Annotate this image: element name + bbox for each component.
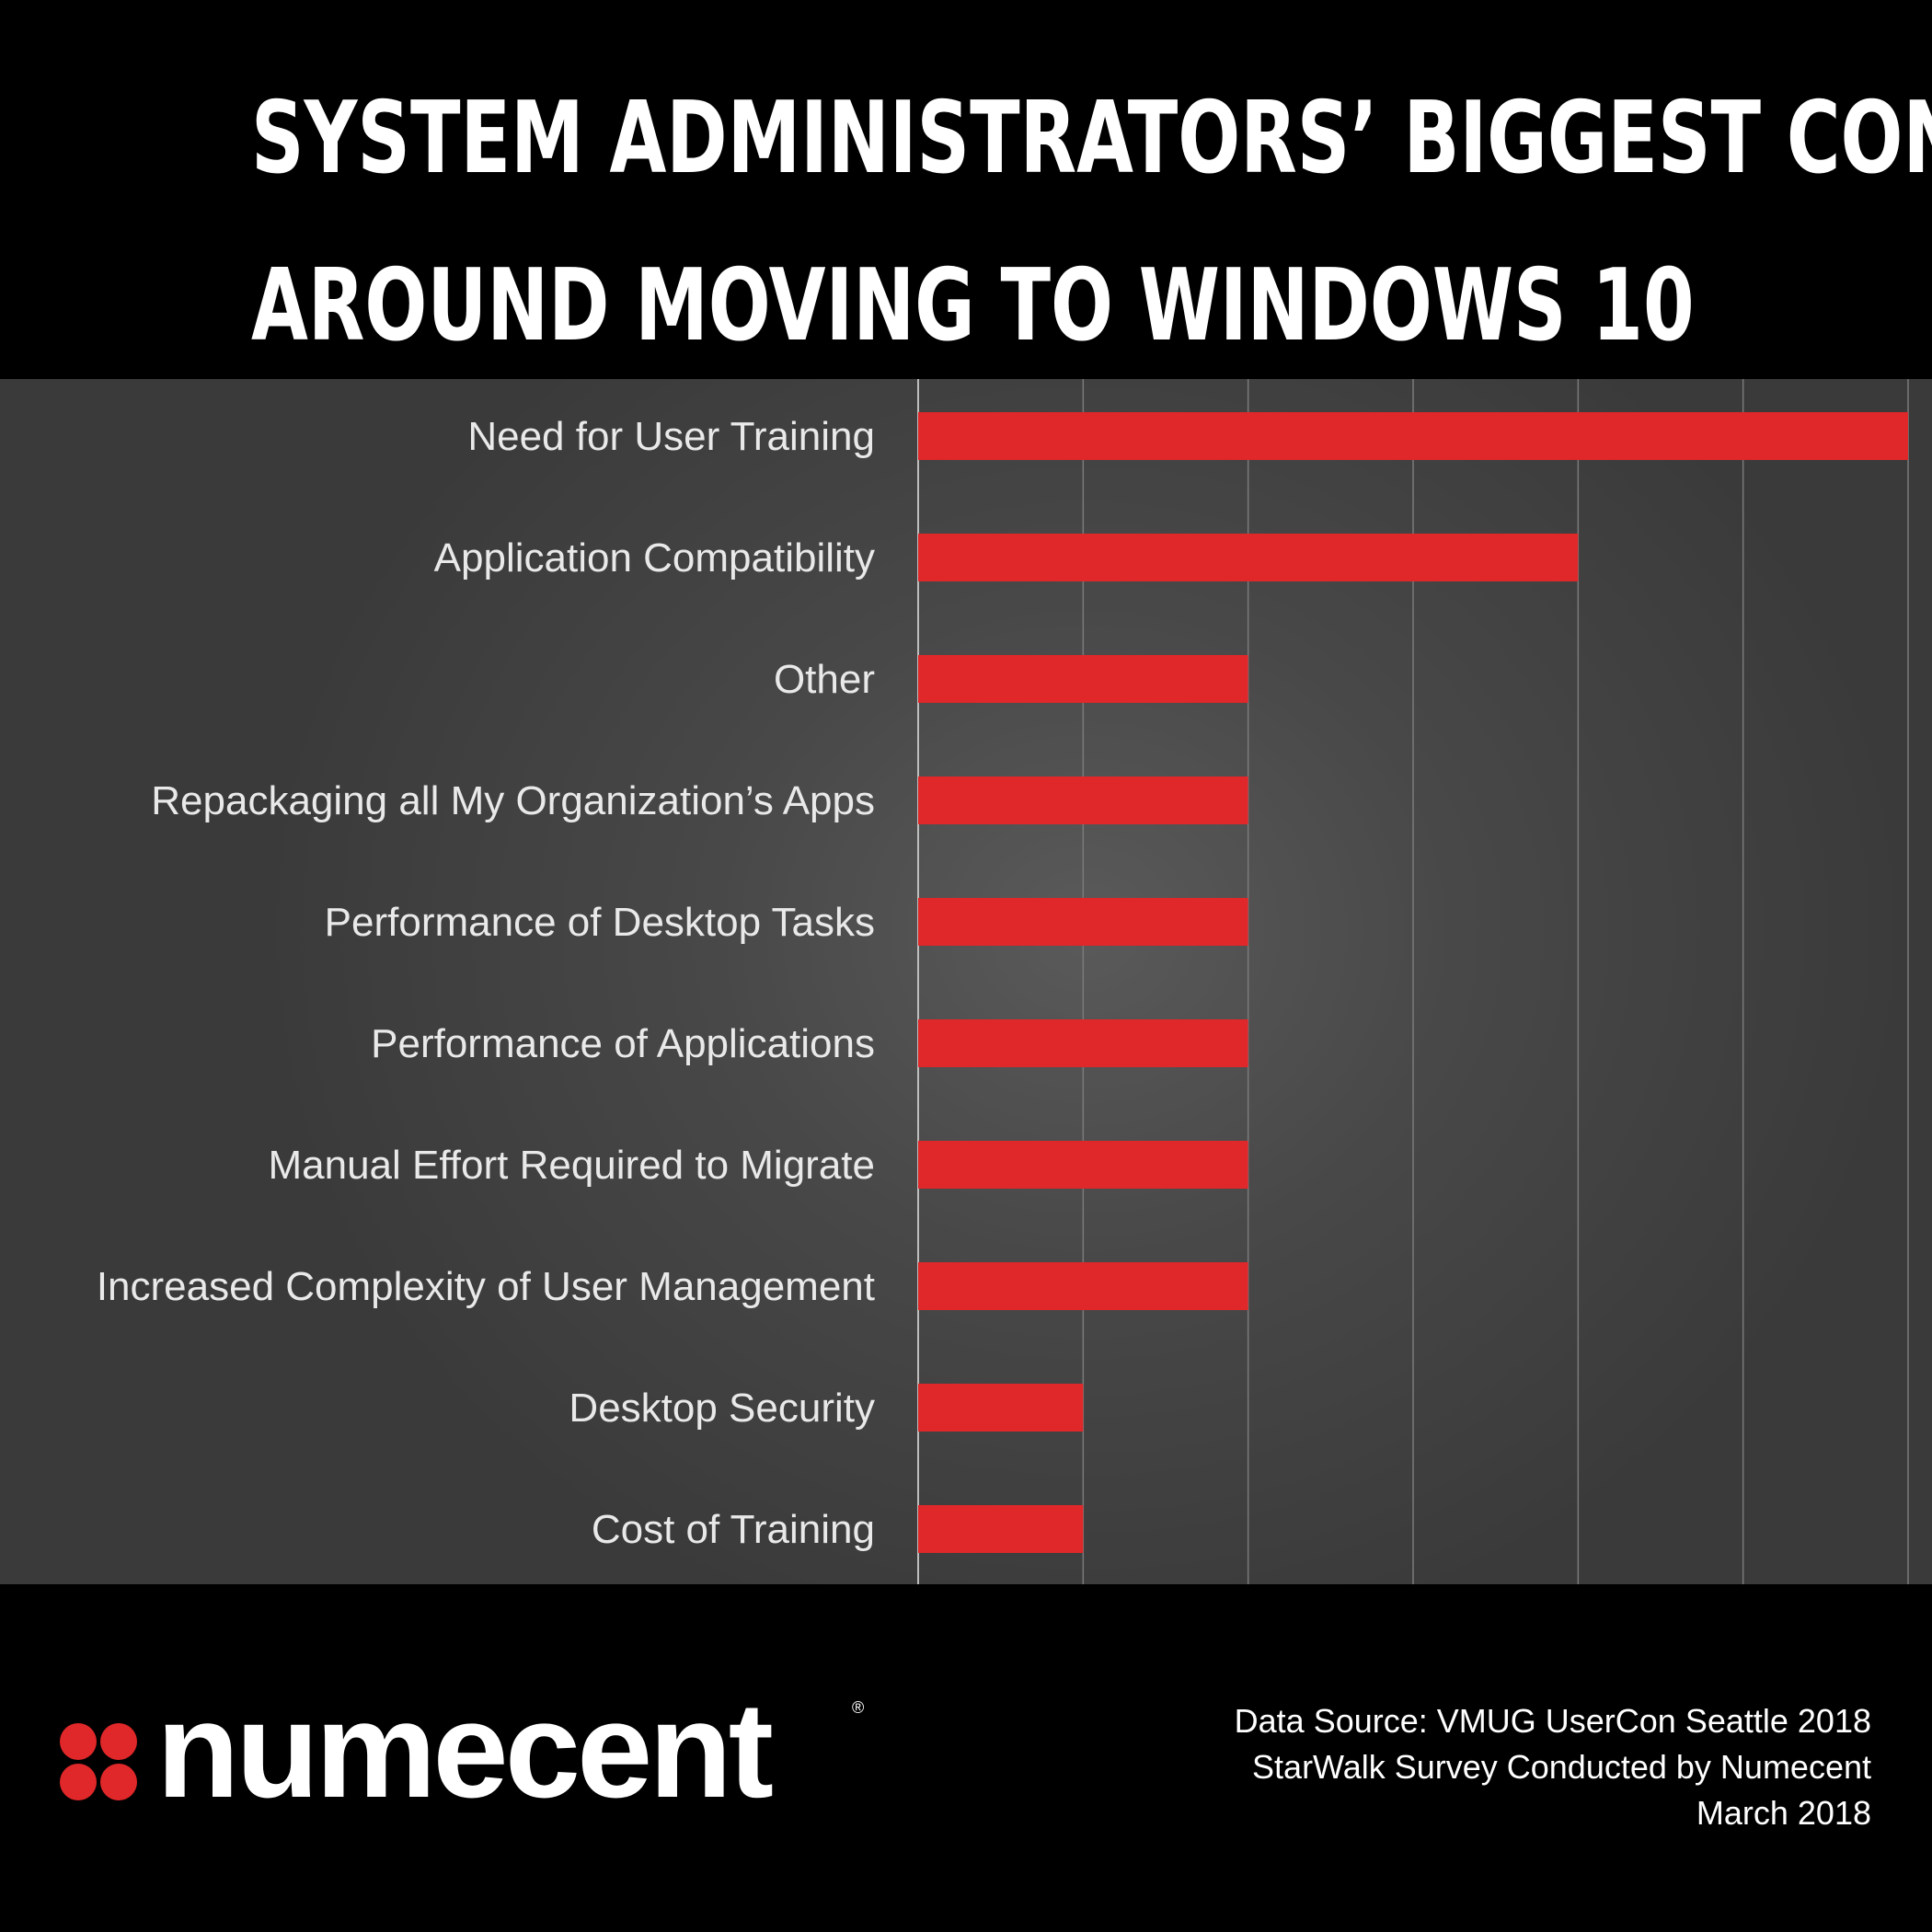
registered-mark: ® [852, 1698, 865, 1717]
bar [918, 1019, 1248, 1067]
bar [918, 1384, 1084, 1432]
category-label: Increased Complexity of User Management [97, 1264, 875, 1309]
numecent-logo: numecent [57, 1674, 885, 1826]
four-petal-logo-icon [60, 1723, 137, 1800]
category-label: Desktop Security [569, 1386, 875, 1431]
source-line-2: StarWalk Survey Conducted by Numecent [1252, 1748, 1871, 1786]
bar [918, 1141, 1248, 1189]
bar [918, 655, 1248, 703]
chart-title: SYSTEM ADMINISTRATORS’ BIGGEST CONCERNS … [251, 55, 1932, 390]
plot-area: Need for User Training Application Compat… [0, 379, 1932, 1584]
bar [918, 534, 1579, 581]
source-line-1: Data Source: VMUG UserCon Seattle 2018 [1234, 1702, 1871, 1740]
category-label: Cost of Training [592, 1507, 875, 1552]
category-label: Performance of Desktop Tasks [325, 900, 875, 945]
bar-chart: Need for User Training Application Compat… [97, 379, 1909, 1584]
title-line-2: AROUND MOVING TO WINDOWS 10 [251, 248, 1695, 363]
data-source-note: Data Source: VMUG UserCon Seattle 2018 S… [1043, 1698, 1871, 1836]
logo-wordmark: numecent [156, 1674, 774, 1826]
title-line-1: SYSTEM ADMINISTRATORS’ BIGGEST CONCERNS [251, 81, 1932, 196]
category-label: Application Compatibility [434, 535, 875, 581]
category-label: Need for User Training [467, 414, 875, 459]
category-label: Performance of Applications [371, 1021, 875, 1066]
category-label: Manual Effort Required to Migrate [268, 1143, 875, 1188]
category-label: Repackaging all My Organization’s Apps [151, 778, 875, 823]
bar [918, 898, 1248, 946]
bar [918, 412, 1908, 460]
bar [918, 1262, 1248, 1310]
bar [918, 1505, 1084, 1553]
source-line-3: March 2018 [1696, 1794, 1871, 1832]
category-label: Other [774, 657, 875, 702]
bar [918, 776, 1248, 824]
